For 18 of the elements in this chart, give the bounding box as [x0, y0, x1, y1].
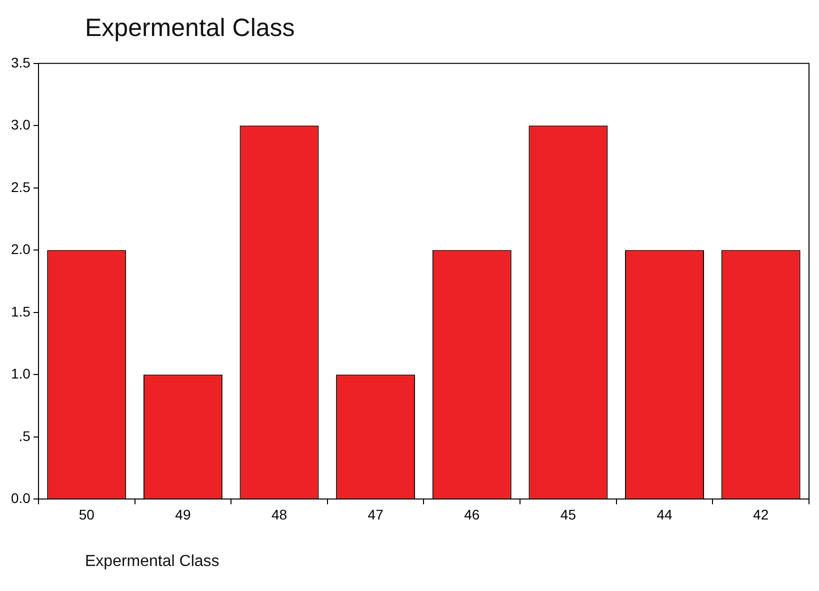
x-tick-label: 46 [464, 506, 480, 522]
x-tick-label: 47 [368, 506, 384, 522]
y-tick-label: 1.5 [10, 303, 31, 320]
y-tick-label: 2.0 [10, 241, 31, 258]
x-tick-label: 45 [560, 506, 576, 522]
y-tick-label: 3.5 [10, 54, 31, 70]
x-axis-title: Expermental Class [85, 553, 220, 571]
y-tick-label: 1.0 [10, 366, 31, 382]
x-tick-label: 48 [271, 506, 288, 522]
x-tick-label: 42 [753, 506, 769, 522]
x-tick-label: 50 [78, 506, 95, 522]
y-tick-label: 2.5 [10, 178, 31, 195]
y-tick-label: .5 [18, 428, 31, 444]
chart-title: Expermental Class [85, 14, 295, 43]
y-tick-label: 0.0 [10, 490, 31, 506]
y-tick-label: 3.0 [10, 116, 31, 133]
x-tick-label: 44 [656, 506, 673, 522]
x-tick-label: 49 [175, 506, 191, 522]
